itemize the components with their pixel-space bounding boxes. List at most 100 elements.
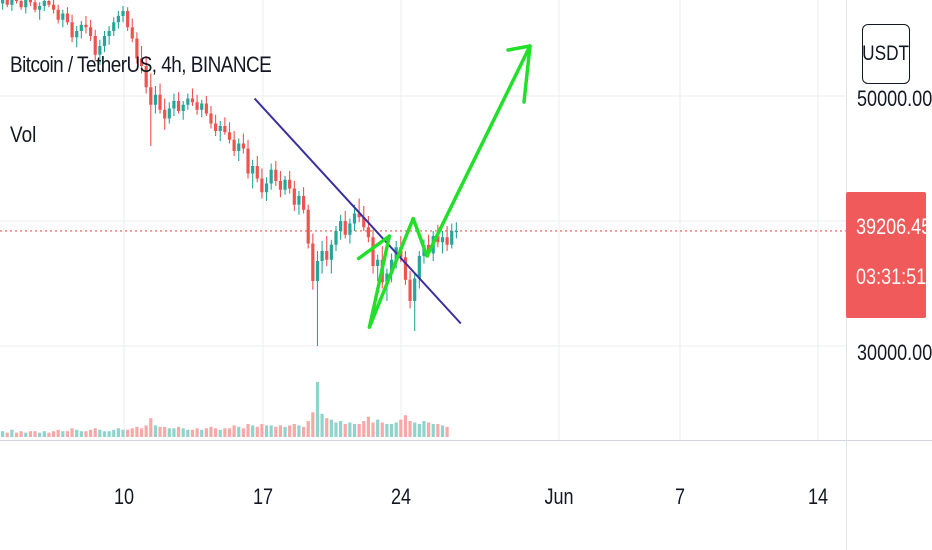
candle (153, 86, 158, 114)
candle-body (339, 221, 343, 231)
candle (241, 133, 245, 154)
candle-body (14, 0, 19, 1)
volume-bar (241, 428, 245, 437)
candle-body (366, 227, 370, 238)
candle (371, 229, 375, 274)
volume-bar (297, 425, 301, 437)
candle-body (130, 27, 134, 39)
candle (130, 18, 134, 43)
candle (214, 114, 218, 136)
candle (65, 7, 70, 25)
candle (357, 198, 361, 223)
candle-body (163, 109, 167, 119)
candle (413, 273, 417, 331)
candle-body (5, 0, 9, 5)
volume-bar (394, 422, 398, 437)
candle-body (292, 188, 296, 205)
volume-bar (135, 426, 139, 437)
volume-bar (292, 423, 296, 437)
candle-body (385, 273, 389, 283)
candle-body (102, 36, 107, 46)
candle-body (357, 213, 361, 218)
candle-body (362, 217, 366, 228)
time-axis-divider (0, 440, 932, 441)
candle-body (24, 0, 28, 8)
candle (56, 4, 60, 24)
volume-bar (51, 431, 56, 437)
candle (278, 171, 283, 198)
candle-body (352, 213, 357, 224)
candle-body (47, 1, 51, 5)
candle-body (51, 4, 56, 10)
candle (190, 88, 195, 106)
candle (445, 226, 449, 251)
candle-body (65, 13, 70, 23)
candle (19, 0, 23, 10)
candle-body (204, 103, 208, 114)
candle-body (306, 209, 310, 244)
candle (403, 251, 408, 285)
volume-bar (343, 423, 347, 437)
candle-body (195, 102, 199, 110)
volume-indicator-label[interactable]: Vol (10, 122, 37, 147)
candle (209, 106, 213, 129)
candle (264, 177, 269, 201)
candle (200, 99, 204, 118)
time-tick-label: 14 (807, 484, 829, 509)
candle-body (246, 148, 250, 174)
volume-bar (176, 426, 181, 437)
volume-bar (56, 429, 60, 437)
volume-bar (107, 431, 111, 437)
candle-body (42, 1, 46, 6)
candle (84, 16, 88, 34)
candle (98, 39, 102, 65)
candle-body (251, 166, 255, 174)
volume-bar (42, 431, 46, 437)
candle-body (237, 143, 241, 151)
candle (348, 218, 352, 244)
volume-bar (1, 431, 5, 437)
candle-body (227, 132, 232, 140)
candle-body (93, 36, 97, 55)
candle-body (445, 237, 449, 245)
volume-bar (445, 426, 449, 437)
candle-body (56, 9, 60, 20)
candle (440, 231, 445, 254)
volume-bar (33, 431, 37, 437)
candle-body (112, 22, 116, 31)
currency-button[interactable]: USDT (862, 24, 910, 84)
candle-body (84, 24, 88, 28)
volume-bar (190, 429, 195, 437)
candle (10, 0, 14, 11)
candle (51, 0, 56, 14)
volume-bar (278, 425, 283, 437)
candle (218, 121, 222, 141)
volume-bar (112, 429, 116, 437)
volume-bar (200, 429, 204, 437)
candle (334, 226, 338, 251)
candle-body (214, 123, 218, 131)
candle-body (33, 2, 37, 10)
candle (149, 73, 153, 146)
candle-body (440, 237, 445, 243)
candle-body (139, 58, 144, 66)
trendline[interactable] (253, 97, 462, 325)
candle-body (135, 38, 139, 59)
candle (89, 19, 93, 41)
candle-body (167, 108, 171, 119)
candle (47, 0, 51, 8)
volume-bar (181, 428, 185, 437)
candle-body (371, 237, 375, 266)
candle-body (403, 257, 408, 280)
symbol-title[interactable]: Bitcoin / TetherUS, 4h, BINANCE (10, 52, 272, 77)
volume-bar (121, 429, 125, 437)
volume-bar (251, 425, 255, 437)
projection-path[interactable] (356, 44, 532, 329)
candle (102, 31, 107, 53)
candle (223, 117, 227, 135)
candle-body (301, 196, 306, 210)
volume-bar (325, 418, 329, 437)
volume-bar (14, 432, 19, 437)
